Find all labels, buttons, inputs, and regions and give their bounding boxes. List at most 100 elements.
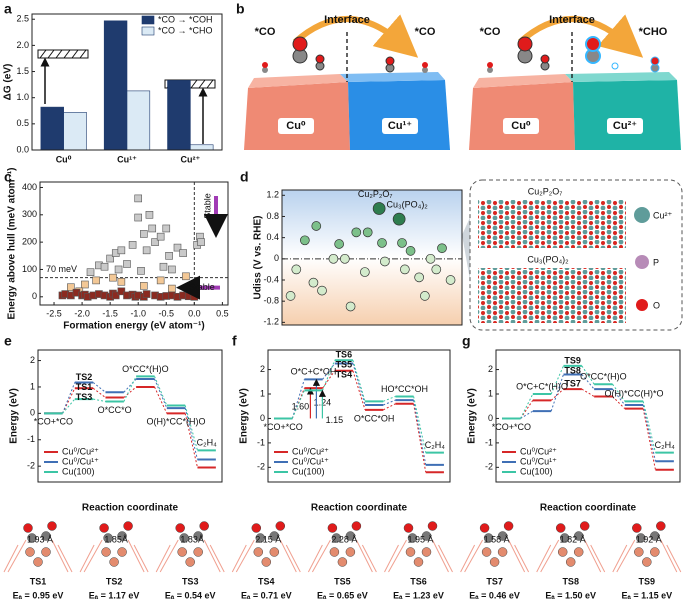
- point: [317, 285, 327, 296]
- panel-label: c: [4, 169, 12, 185]
- interface-scene: Interface *CO *CO Cu⁰ Cu¹⁺: [244, 14, 450, 150]
- activation-energy: Eₐ = 0.71 eV: [241, 590, 292, 600]
- y-axis-title: Energy (eV): [9, 388, 20, 444]
- y-tick-label: 200: [22, 237, 37, 247]
- connector: [291, 379, 305, 419]
- atom: [479, 523, 490, 533]
- structure-label: Cu₃(PO₄)₂: [527, 254, 569, 264]
- bar: [126, 90, 151, 151]
- slab-sketch: [384, 539, 453, 573]
- ts-label: TS8: [564, 365, 581, 375]
- y-axis-title: ΔG (eV): [3, 64, 14, 101]
- y-tick-label: 2.0: [16, 40, 29, 50]
- panel-label: f: [232, 333, 237, 349]
- point: [100, 262, 109, 271]
- x-tick-label: -1.0: [130, 308, 146, 318]
- connector: [322, 370, 336, 389]
- y-tick-label: -1: [27, 434, 35, 444]
- point: [162, 224, 171, 233]
- connector: [352, 360, 366, 402]
- atom: [345, 547, 356, 557]
- point: [291, 264, 302, 275]
- slab-sketch: [307, 539, 377, 573]
- point: [156, 232, 165, 241]
- point: [197, 238, 205, 246]
- state-label: C₂H₄: [425, 440, 445, 450]
- connector: [612, 383, 626, 402]
- connector: [123, 378, 137, 393]
- site-label: Cu⁰: [286, 120, 306, 132]
- state-label: O*CC*OH: [354, 413, 395, 423]
- bond-distance: 1.58 Å: [484, 534, 510, 544]
- state-label: *CO+*CO: [34, 417, 73, 427]
- y-axis-title: Udiss (V vs. RHE): [253, 216, 264, 300]
- atom: [642, 557, 652, 567]
- atom: [269, 547, 280, 557]
- y-tick-label: 1.5: [16, 66, 29, 76]
- legend-label: Cu⁰/Cu¹⁺: [62, 456, 99, 466]
- point: [140, 282, 148, 290]
- atom: [27, 533, 37, 543]
- atom: [559, 533, 570, 543]
- activation-energy: Eₐ = 1.17 eV: [89, 590, 140, 600]
- point: [165, 252, 173, 260]
- ts-label: TS7: [564, 378, 581, 388]
- point: [106, 254, 114, 263]
- point: [86, 268, 95, 277]
- point: [311, 221, 322, 231]
- atom: [573, 547, 584, 557]
- atom: [47, 521, 57, 531]
- slab-sketch: [231, 539, 301, 573]
- slab-sketch: [3, 539, 73, 573]
- atom: [255, 533, 266, 543]
- y-tick-label: -0.4: [263, 274, 279, 284]
- atom: [555, 523, 566, 533]
- atom: [650, 531, 660, 541]
- adsorbate-label: *CO: [480, 26, 501, 38]
- atom: [427, 521, 438, 531]
- connector: [62, 382, 76, 414]
- y-tick-label: -1: [485, 437, 493, 447]
- y-tick-label: 1: [30, 381, 35, 391]
- bond-distance: 1.82 Å: [560, 534, 586, 544]
- connector: [550, 365, 564, 395]
- point: [182, 272, 190, 281]
- connector: [612, 396, 626, 410]
- panel-label: d: [240, 169, 249, 185]
- point: [137, 267, 145, 275]
- plot-frame: [495, 349, 681, 483]
- value-label: 1.15: [326, 415, 344, 425]
- y-tick-label: 300: [22, 209, 37, 219]
- atom: [351, 521, 362, 531]
- state-label: O*CC*(H)O: [580, 372, 627, 382]
- point: [156, 276, 165, 285]
- y-tick-label: 400: [22, 182, 37, 192]
- point: [159, 262, 168, 271]
- point: [109, 273, 117, 282]
- connector: [184, 413, 198, 468]
- point: [190, 292, 199, 301]
- atom: [23, 523, 33, 533]
- connector: [184, 407, 198, 460]
- y-axis-title: Energy above hull (meV atom⁻¹): [7, 168, 18, 320]
- connector: [154, 386, 168, 414]
- y-tick-label: -1: [257, 437, 265, 447]
- activation-energy: Eₐ = 1.50 eV: [545, 590, 596, 600]
- point: [397, 238, 407, 248]
- y-tick-label: 0: [260, 413, 265, 423]
- atom: [123, 521, 133, 531]
- ts-name: TS3: [182, 576, 199, 586]
- atom: [117, 547, 127, 557]
- point: [117, 246, 126, 255]
- atom: [275, 521, 286, 531]
- atom: [41, 547, 51, 557]
- ts-label: TS6: [336, 350, 353, 360]
- y-tick-label: -2: [27, 461, 35, 471]
- point: [392, 212, 406, 226]
- point: [431, 264, 442, 275]
- point: [148, 224, 157, 233]
- point: [173, 243, 182, 252]
- y-tick-label: 2: [30, 355, 35, 365]
- atom: [421, 531, 432, 541]
- legend-label: Cu(100): [62, 466, 95, 476]
